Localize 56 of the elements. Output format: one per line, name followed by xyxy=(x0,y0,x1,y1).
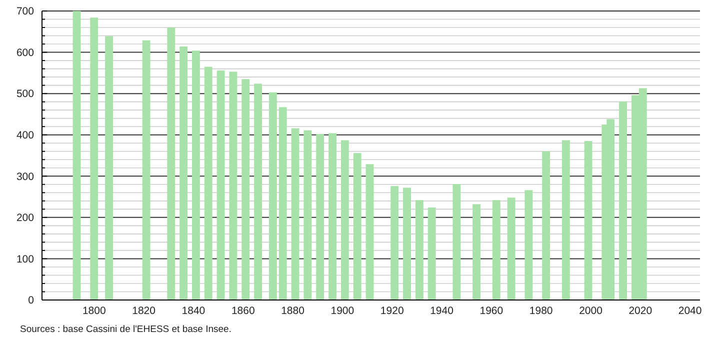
bar xyxy=(542,151,550,300)
bar xyxy=(192,50,200,300)
bar xyxy=(278,107,287,300)
bar xyxy=(507,198,516,300)
y-tick-label: 700 xyxy=(16,6,34,18)
x-tick-label: 2020 xyxy=(628,305,652,317)
bar xyxy=(619,101,627,300)
bar xyxy=(216,70,225,300)
bar xyxy=(268,92,277,300)
y-tick-label: 100 xyxy=(16,253,34,266)
bar xyxy=(472,204,480,300)
bar xyxy=(204,66,212,300)
bar xyxy=(242,79,250,300)
y-tick-label: 0 xyxy=(28,294,34,307)
x-tick-label: 1980 xyxy=(529,305,553,317)
bar xyxy=(90,18,98,300)
y-tick-label: 500 xyxy=(16,88,34,100)
bar xyxy=(428,208,436,300)
x-tick-label: 2000 xyxy=(579,305,603,317)
bar xyxy=(562,140,570,300)
bar xyxy=(452,184,461,300)
bar xyxy=(524,190,533,300)
x-tick-label: 1860 xyxy=(231,305,255,317)
bar xyxy=(316,134,324,300)
y-tick-label: 600 xyxy=(16,46,34,59)
bar xyxy=(254,84,262,300)
bar xyxy=(390,186,399,300)
bar xyxy=(328,133,336,300)
bar xyxy=(366,164,374,300)
bar xyxy=(291,128,300,300)
bar xyxy=(415,200,424,300)
bar xyxy=(340,140,349,300)
x-tick-label: 1940 xyxy=(430,305,454,317)
x-tick-label: 1840 xyxy=(182,305,206,317)
bar xyxy=(492,200,500,300)
bar xyxy=(584,141,592,300)
bar xyxy=(167,28,176,300)
x-tick-label: 1800 xyxy=(82,305,106,317)
x-tick-label: 1820 xyxy=(132,305,156,317)
bar xyxy=(180,46,188,300)
bar xyxy=(403,188,411,300)
bar xyxy=(353,153,362,300)
x-tick-label: 1880 xyxy=(281,305,305,317)
y-tick-label: 400 xyxy=(16,130,34,142)
x-tick-label: 1920 xyxy=(380,305,404,317)
y-tick-label: 300 xyxy=(16,170,34,183)
y-tick-label: 200 xyxy=(16,212,34,224)
x-tick-label: 2040 xyxy=(678,305,702,317)
bar xyxy=(142,40,150,300)
x-tick-label: 1960 xyxy=(480,305,504,317)
bar xyxy=(229,72,238,300)
bar xyxy=(105,36,114,300)
source-note: Sources : base Cassini de l'EHESS et base Insee. xyxy=(20,324,232,335)
bar xyxy=(72,11,81,300)
bar xyxy=(304,130,312,300)
x-tick-label: 1900 xyxy=(330,305,354,317)
